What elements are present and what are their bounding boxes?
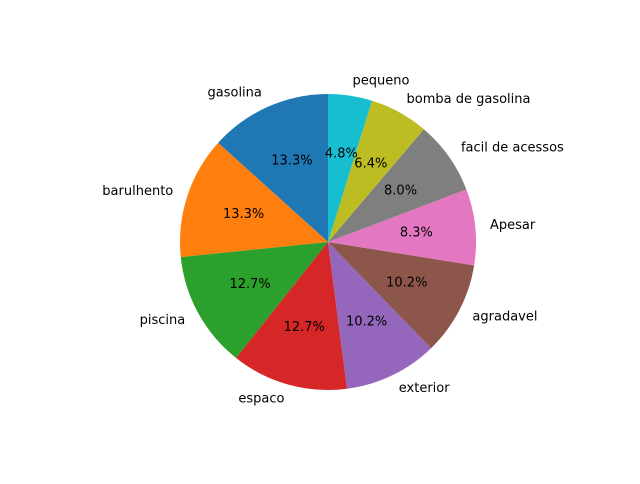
pie-slice-exterior (328, 242, 432, 389)
category-label: exterior (399, 381, 450, 396)
percent-label: 13.3% (271, 153, 312, 168)
category-label: facil de acessos (461, 141, 564, 156)
percent-label: 12.7% (229, 277, 270, 292)
pie-slice-agradavel (328, 242, 475, 349)
percent-label: 4.8% (325, 147, 358, 162)
pie-slice-piscina (180, 242, 328, 359)
pie-slice-pequeno (328, 94, 373, 242)
percent-label: 8.0% (384, 183, 417, 198)
pie-slice-apesar (328, 189, 476, 266)
pie-slice-facil-de-acessos (328, 129, 467, 242)
percent-label: 8.3% (400, 225, 433, 240)
category-label: gasolina (208, 86, 262, 101)
category-label: bomba de gasolina (407, 92, 531, 107)
percent-label: 6.4% (354, 157, 387, 172)
percent-labels: 13.3% 13.3% 12.7% 12.7% 10.2% 10.2% 8.3% 8.0% 6.… (223, 147, 433, 335)
category-label: piscina (140, 313, 186, 328)
percent-label: 13.3% (223, 207, 264, 222)
pie-slice-barulhento (180, 142, 328, 258)
percent-label: 10.2% (386, 275, 427, 290)
pie-slices (180, 94, 476, 390)
category-labels: gasolina barulhento piscina espaco exterior a… (102, 74, 564, 407)
pie-slice-gasolina (218, 94, 328, 242)
pie-slice-bomba-de-gasolina (328, 100, 424, 242)
category-label: Apesar (490, 218, 536, 233)
category-label: espaco (238, 391, 284, 406)
pie-slice-espaco (236, 242, 348, 390)
category-label: agradavel (472, 310, 537, 325)
category-label: pequeno (352, 74, 409, 89)
category-label: barulhento (102, 184, 173, 199)
percent-label: 12.7% (284, 320, 325, 335)
percent-label: 10.2% (346, 314, 387, 329)
